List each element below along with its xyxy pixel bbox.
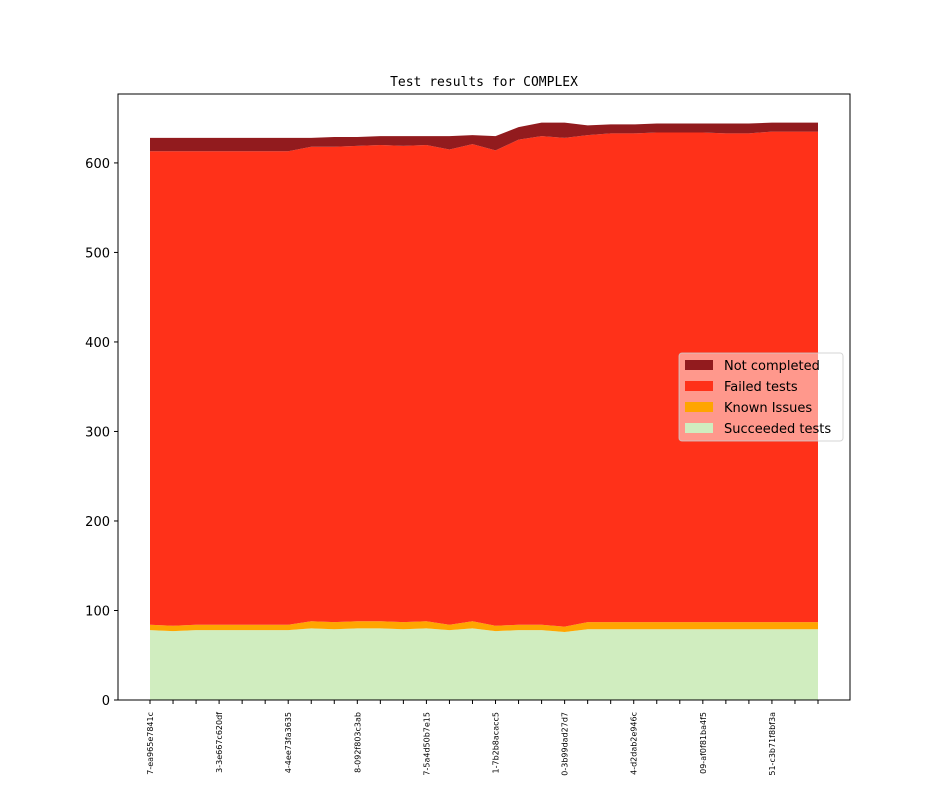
- legend-box: [678, 352, 844, 442]
- x-tick-label: 7-5a4d50b7e15: [422, 712, 431, 776]
- legend-label: Not completed: [724, 359, 820, 374]
- x-tick-label: 3-3e667c620df: [215, 712, 224, 773]
- legend-swatch: [685, 360, 713, 370]
- area: [150, 122, 818, 152]
- x-tick-label: 4-d2dab2e946c: [630, 712, 639, 775]
- y-tick-label: 100: [85, 604, 110, 619]
- plot-frame: [117, 93, 851, 701]
- y-tick-label: 400: [85, 336, 110, 351]
- chart-title: Test results for COMPLEX: [390, 75, 578, 90]
- x-tick-label: 51-c3b71f8bf3a: [768, 712, 777, 776]
- area: [150, 131, 818, 627]
- x-tick-label: 8-092f803c3ab: [353, 712, 362, 773]
- legend-label: Succeeded tests: [724, 422, 831, 437]
- legend-swatch: [685, 402, 713, 412]
- x-tick-label: 7-ea965e7841c: [146, 712, 155, 775]
- area: [150, 628, 818, 700]
- y-tick-label: 200: [85, 515, 110, 530]
- y-tick-label: 500: [85, 246, 110, 261]
- legend: Not completed Failed tests Known Issues Suc…: [678, 352, 844, 442]
- legend-label: Known Issues: [724, 401, 812, 416]
- x-tick-label: 1-7b2b8acacc5: [492, 712, 501, 774]
- y-tick-label: 600: [85, 157, 110, 172]
- legend-swatch: [685, 381, 713, 391]
- x-tick-label: 09-af0f81ba4f5: [699, 712, 708, 774]
- y-tick-label: 300: [85, 425, 110, 440]
- legend-swatch: [685, 423, 713, 433]
- x-tick-label: 4-4ee73fa3635: [284, 712, 293, 773]
- area: [150, 621, 818, 632]
- legend-label: Failed tests: [724, 380, 798, 395]
- x-tick-label: 0-3b99dad27d7: [561, 712, 570, 776]
- y-tick-label: 0: [102, 694, 110, 709]
